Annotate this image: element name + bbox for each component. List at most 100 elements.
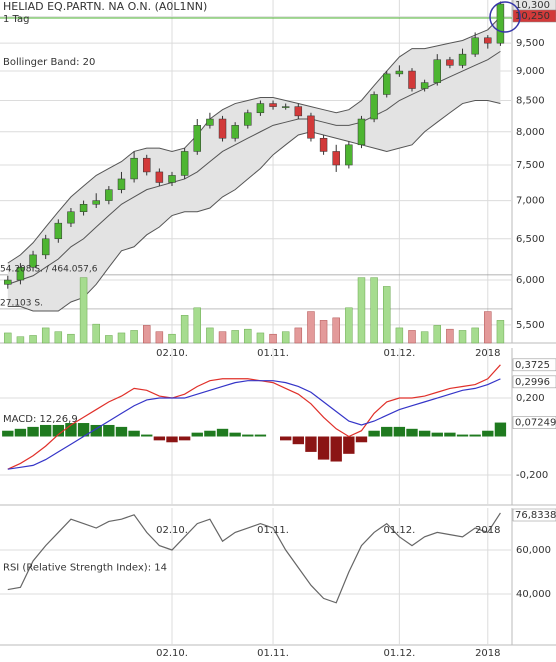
histogram-bar <box>418 430 431 437</box>
value-box-label: 10,300 <box>515 0 550 11</box>
candle-body <box>41 238 50 256</box>
volume-bar <box>29 335 37 344</box>
candle-body <box>92 200 100 205</box>
candle-body <box>16 267 25 281</box>
volume-bar <box>294 327 303 344</box>
histogram-bar <box>153 436 166 441</box>
volume-bar <box>218 331 227 344</box>
value-box-label: 0,2996 <box>515 377 550 388</box>
candle-body <box>319 137 328 152</box>
macd-line <box>7 364 501 470</box>
y-tick-label: 0,200 <box>516 393 545 404</box>
candle-body <box>67 211 75 224</box>
value-box <box>512 375 556 389</box>
candle-body <box>256 103 265 114</box>
candle-body <box>281 106 290 108</box>
candle-body <box>168 175 176 183</box>
histogram-bar <box>381 426 393 437</box>
volume-bar <box>269 333 277 344</box>
volume-bar <box>130 330 138 344</box>
volume-bar <box>180 315 189 344</box>
histogram-bar <box>103 424 115 437</box>
volume-bar <box>433 325 441 344</box>
candle-body <box>54 222 63 240</box>
volume-bar <box>332 317 340 344</box>
value-box <box>512 9 556 23</box>
y-tick-label: 60,000 <box>516 545 551 556</box>
y-tick-label: 8,000 <box>516 127 545 138</box>
value-box <box>512 358 556 372</box>
histogram-bar <box>77 423 90 437</box>
histogram-bar <box>456 434 469 437</box>
volume-bar <box>16 336 25 344</box>
volume-bar <box>408 330 416 344</box>
candle-body <box>471 37 479 55</box>
x-tick-label: 2018 <box>475 525 500 536</box>
x-tick-label: 2018 <box>475 348 500 359</box>
histogram-bar <box>494 422 507 437</box>
histogram-bar <box>469 434 481 437</box>
x-tick-label: 2018 <box>475 648 500 659</box>
bollinger-middle <box>7 50 501 285</box>
histogram-bar <box>90 424 102 437</box>
candle-body <box>420 82 429 89</box>
volume-bar <box>105 335 113 344</box>
candle-body <box>130 157 138 180</box>
volume-bar <box>54 331 63 344</box>
histogram-bar <box>254 434 267 437</box>
value-box-label: 0,3725 <box>515 360 550 371</box>
candle-body <box>105 189 113 201</box>
candle-body <box>357 118 366 146</box>
histogram-bar <box>368 430 380 437</box>
volume-bar <box>79 277 88 344</box>
histogram-bar <box>128 430 140 437</box>
histogram-bar <box>292 436 304 445</box>
candle-body <box>117 178 126 190</box>
value-box-label: 76,8338 <box>515 510 556 521</box>
y-tick-label: -0,200 <box>516 470 548 481</box>
histogram-bar <box>115 426 128 437</box>
histogram-bar <box>141 434 153 437</box>
histogram-bar <box>65 423 77 437</box>
x-tick-label: 01.11. <box>257 525 289 536</box>
value-box <box>512 416 556 429</box>
volume-bar <box>193 307 201 344</box>
volume-bar <box>256 332 265 344</box>
histogram-bar <box>242 434 254 437</box>
candle-body <box>307 115 315 139</box>
bollinger-lower <box>7 100 501 312</box>
candle-body <box>244 112 252 126</box>
volume-bar <box>345 307 353 344</box>
histogram-bar <box>27 426 39 437</box>
candle-body <box>433 59 441 83</box>
volume-bar <box>168 333 176 344</box>
x-tick-label: 01.11. <box>257 348 289 359</box>
histogram-bar <box>280 436 292 441</box>
volume-bar <box>484 311 492 344</box>
data-layer <box>0 1 512 604</box>
histogram-bar <box>229 432 241 437</box>
candle-body <box>193 125 201 152</box>
candle-body <box>155 171 164 183</box>
candle-body <box>345 144 353 166</box>
x-tick-label: 02.10. <box>156 348 188 359</box>
volume-bar <box>281 331 290 344</box>
candle-body <box>218 118 227 139</box>
candle-body <box>4 279 12 285</box>
histogram-bar <box>343 436 355 454</box>
candle-body <box>496 3 505 44</box>
candle-body <box>143 157 151 173</box>
y-tick-label: 5,500 <box>516 320 545 331</box>
bollinger-upper <box>7 16 501 264</box>
volume-bar <box>41 327 50 344</box>
volume-ref-label: 54.208 S. / 464.057,6 <box>0 264 98 274</box>
candle-body <box>206 118 214 126</box>
histogram-bar <box>317 436 330 460</box>
candle-body <box>332 151 340 166</box>
volume-bar <box>117 332 126 344</box>
candle-body <box>458 53 467 66</box>
candle-body <box>370 94 378 120</box>
candle-body <box>408 70 416 89</box>
y-tick-label: 7,000 <box>516 196 545 207</box>
